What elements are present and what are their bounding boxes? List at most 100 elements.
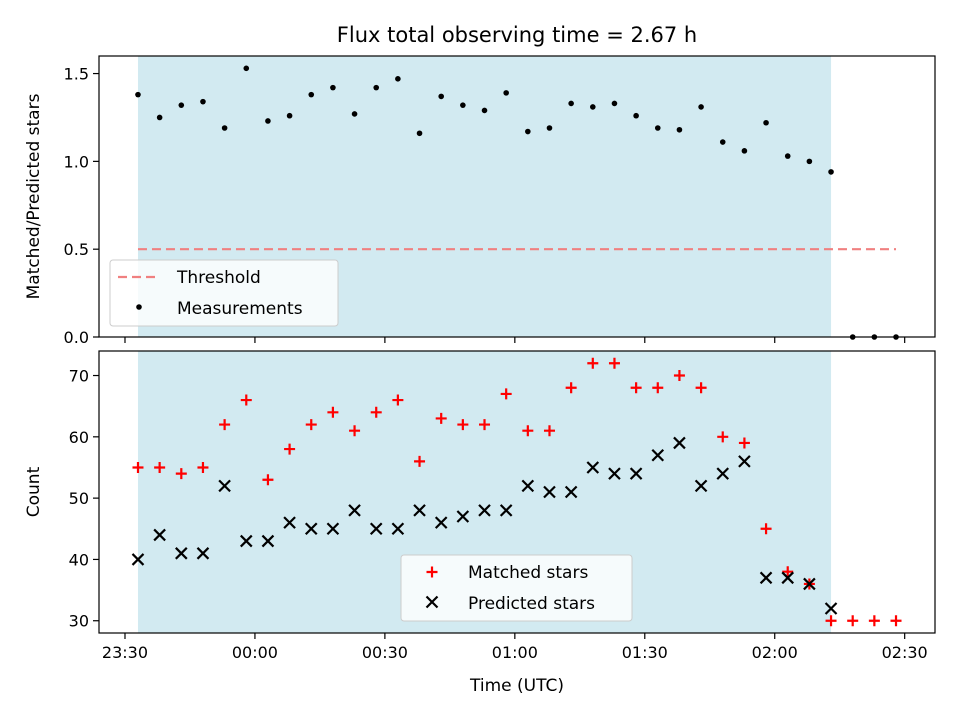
data-point [175,547,188,560]
data-point [608,467,621,480]
y-axis-label: Count [24,466,44,517]
data-point [132,461,144,473]
data-point [391,522,405,536]
data-point [543,485,556,499]
data-point [741,148,748,154]
y-tick-label: 30 [69,612,89,631]
data-point [781,571,795,585]
legend-matched-label: Matched stars [468,563,588,583]
data-point [651,448,665,462]
data-point [351,111,358,117]
data-point [738,437,750,449]
data-point [890,615,902,627]
series-measurements [135,65,899,340]
x-tick-label: 02:00 [752,643,798,662]
data-point [392,394,404,406]
data-point [416,130,423,137]
x-tick-label: 01:30 [622,643,668,662]
x-tick-label: 00:00 [232,643,278,662]
y-tick-label: 1.5 [64,65,89,84]
data-point [286,112,293,119]
series-predicted-stars [131,436,838,615]
data-point [525,128,531,135]
plot-frame [98,55,936,338]
data-point [522,425,534,437]
plot-frame [98,350,936,634]
x-tick-label: 01:00 [492,643,538,662]
data-point [676,126,683,133]
legend-matched-swatch [426,566,438,578]
data-point [438,93,444,100]
data-point [481,107,488,114]
data-point [673,370,685,382]
chart-title: Flux total observing time = 2.67 h [337,23,697,47]
data-point [243,65,250,72]
data-point [178,102,185,108]
data-point [543,425,555,437]
data-point [305,419,317,431]
x-tick-label: 02:30 [882,643,928,662]
data-point [824,602,838,615]
data-point [460,102,466,108]
legend-predicted-label: Predicted stars [468,594,595,614]
data-point [135,91,141,98]
data-point [478,504,491,517]
legend-measurements-swatch [136,304,142,310]
data-point [568,100,574,107]
data-point [262,474,274,486]
data-point [414,455,426,467]
series-matched-stars [132,357,902,627]
bottom-panel-counts: 30 40 50 60 70 23:30 00:00 00:30 01:00 01:30 02:00… [24,350,936,662]
data-point [457,419,469,431]
data-point [521,479,535,493]
data-point [759,571,773,585]
legend-measurements-label: Measurements [177,299,303,319]
data-point [806,158,813,165]
data-point [586,461,600,474]
y-tick-label: 60 [69,428,89,447]
data-point [156,114,163,121]
data-point [652,382,664,394]
top-panel-ratio: 0.0 0.5 1.0 1.5 Matched/Predicted stars Thres… [24,55,936,347]
data-point [284,443,296,455]
data-point [456,510,470,523]
legend-box [400,554,633,622]
data-point [565,382,577,394]
data-point [503,90,509,96]
data-point [673,436,686,450]
data-point [803,577,816,591]
x-tick-label: 00:30 [362,643,408,662]
data-point [283,516,296,529]
data-point [369,522,383,536]
y-tick-label: 50 [69,489,89,508]
y-axis-label: Matched/Predicted stars [24,93,44,299]
data-point [546,125,553,131]
data-point [200,98,206,105]
data-point [221,125,228,131]
data-point [629,467,643,480]
x-tick-label: 23:30 [102,643,148,662]
data-point [304,522,318,536]
data-point [590,104,596,110]
data-point [825,615,837,627]
y-tick-label: 1.0 [64,152,89,171]
data-point [847,615,859,627]
legend-box [109,259,339,327]
data-point [154,461,166,473]
data-point [349,425,361,437]
data-point [564,485,578,499]
data-point [717,431,729,443]
data-point [738,455,751,468]
data-point [654,125,661,131]
legend: Threshold Measurements [109,259,339,327]
data-point [326,522,340,536]
data-point [716,467,730,480]
data-point [694,479,708,493]
data-point [240,394,252,406]
data-point [330,84,336,91]
data-point [175,468,187,480]
y-tick-label: 40 [69,550,89,569]
legend-predicted-swatch [425,595,439,609]
data-point [395,76,401,82]
